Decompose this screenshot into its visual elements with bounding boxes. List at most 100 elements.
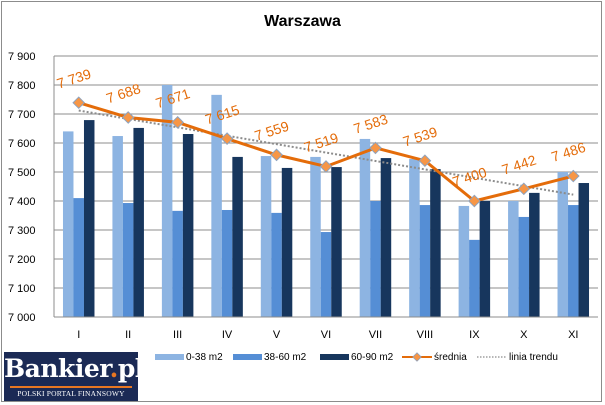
legend-line-marker-icon: [402, 352, 432, 362]
x-tick-label: VII: [369, 329, 382, 341]
average-data-label: 7 583: [351, 111, 389, 137]
bar-60-90m2: [529, 192, 540, 317]
average-marker: [566, 169, 580, 183]
bar-60-90m2: [83, 120, 95, 317]
y-tick-label: 7 500: [8, 167, 36, 179]
bar-38-60m2: [370, 201, 381, 317]
bar-60-90m2: [479, 201, 491, 317]
average-data-label: 7 671: [154, 85, 192, 111]
x-tick-label: VIII: [417, 329, 434, 341]
x-tick-label: II: [125, 329, 131, 341]
logo-brand: Bankier.pl: [4, 354, 144, 383]
bar-0-38m2: [211, 94, 222, 317]
legend-swatch-mid-blue: [233, 354, 262, 360]
average-marker: [121, 111, 135, 124]
x-tick-label: IX: [469, 329, 480, 341]
bar-38-60m2: [172, 210, 183, 317]
average-data-label: 7 615: [203, 101, 241, 127]
logo-brand-main: Bankier: [4, 354, 110, 383]
y-tick-label: 7 100: [8, 283, 36, 295]
x-tick-label: X: [520, 329, 528, 341]
legend-label: linia trendu: [509, 351, 558, 363]
legend-item-38-60: 38-60 m2: [233, 350, 306, 364]
average-marker: [220, 132, 234, 146]
logo-brand-dot: .: [109, 354, 119, 383]
average-marker: [517, 182, 531, 196]
bar-60-90m2: [281, 167, 293, 317]
logo-brand-tld: pl: [117, 354, 144, 383]
bar-60-90m2: [182, 134, 194, 317]
bar-0-38m2: [458, 205, 470, 317]
y-tick-label: 7 600: [8, 138, 36, 150]
bar-38-60m2: [419, 205, 431, 317]
bar-60-90m2: [232, 156, 243, 317]
average-marker: [418, 154, 432, 168]
bar-0-38m2: [508, 201, 519, 317]
bankier-logo: Bankier.pl POLSKI PORTAL FINANSOWY: [4, 352, 144, 401]
x-tick-label: V: [273, 329, 281, 341]
average-data-label: 7 559: [253, 118, 291, 144]
legend-item-0-38: 0-38 m2: [155, 350, 223, 364]
average-marker: [270, 148, 283, 162]
legend-swatch-light-blue: [155, 354, 184, 360]
y-tick-label: 7 700: [8, 109, 36, 121]
legend-label: 38-60 m2: [264, 351, 307, 363]
bar-0-38m2: [359, 138, 371, 317]
bar-60-90m2: [331, 167, 342, 317]
chart-title: Warszawa: [264, 13, 341, 30]
y-tick-label: 7 900: [8, 51, 36, 63]
logo-tagline: POLSKI PORTAL FINANSOWY: [17, 389, 125, 398]
bar-0-38m2: [62, 131, 74, 317]
legend-dotted-line-icon: [477, 356, 507, 358]
bar-38-60m2: [221, 209, 233, 317]
legend-label: 0-38 m2: [186, 351, 223, 363]
y-tick-label: 7 000: [8, 312, 36, 324]
bar-38-60m2: [271, 212, 282, 317]
x-tick-label: VI: [321, 329, 331, 341]
x-tick-label: XI: [568, 329, 578, 341]
bar-38-60m2: [469, 239, 480, 317]
average-data-label: 7 442: [500, 152, 538, 178]
average-line: [78, 101, 574, 203]
legend-item-60-90: 60-90 m2: [320, 350, 393, 364]
trend-line: [78, 109, 574, 196]
legend-item-srednia: średnia: [401, 350, 467, 364]
bar-38-60m2: [320, 232, 332, 317]
average-marker: [171, 116, 185, 129]
bar-38-60m2: [122, 203, 134, 317]
bar-60-90m2: [578, 183, 590, 317]
bar-60-90m2: [133, 127, 144, 317]
average-marker: [72, 96, 86, 110]
bar-38-60m2: [518, 216, 530, 317]
x-tick-label: IV: [222, 329, 233, 341]
bar-0-38m2: [260, 156, 272, 317]
average-marker: [369, 141, 382, 155]
bar-0-38m2: [161, 85, 173, 317]
bar-0-38m2: [310, 156, 321, 317]
logo-underline: [10, 386, 132, 388]
legend-item-trend: linia trendu: [476, 350, 558, 364]
x-tick-label: I: [77, 329, 80, 341]
bar-0-38m2: [557, 172, 569, 317]
x-tick-label: III: [173, 329, 182, 341]
average-marker: [319, 160, 333, 173]
average-marker: [467, 194, 481, 208]
y-tick-label: 7 800: [8, 80, 36, 92]
bar-0-38m2: [112, 136, 123, 317]
average-data-label: 7 688: [104, 80, 142, 106]
legend-label: 60-90 m2: [351, 351, 394, 363]
y-tick-label: 7 200: [8, 254, 36, 266]
bar-0-38m2: [409, 158, 420, 317]
legend-swatch-dark-blue: [320, 354, 349, 360]
bar-60-90m2: [380, 158, 392, 317]
bar-60-90m2: [430, 169, 441, 317]
bar-38-60m2: [568, 205, 579, 317]
average-data-label: 7 539: [401, 123, 439, 149]
y-tick-label: 7 300: [8, 225, 36, 237]
bar-38-60m2: [73, 198, 84, 317]
average-data-label: 7 739: [55, 65, 93, 91]
legend-label: średnia: [434, 351, 467, 363]
average-data-label: 7 400: [450, 164, 488, 190]
